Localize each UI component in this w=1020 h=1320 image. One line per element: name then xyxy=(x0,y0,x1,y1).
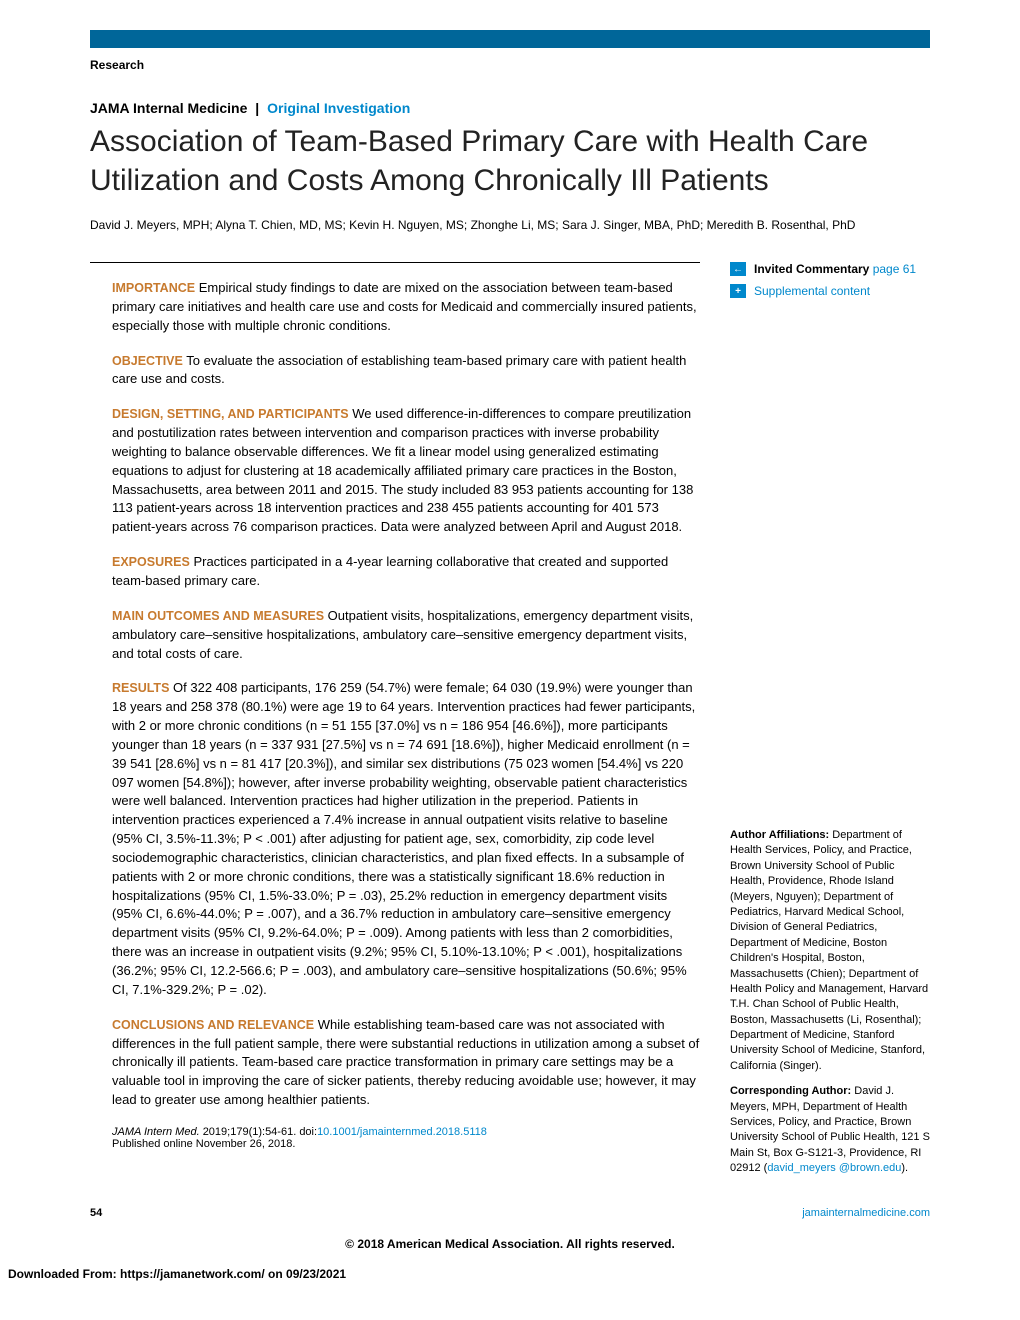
design-label: DESIGN, SETTING, AND PARTICIPANTS xyxy=(112,407,349,421)
design-text: We used difference-in-differences to com… xyxy=(112,406,693,534)
commentary-label: Invited Commentary xyxy=(754,262,869,276)
corresponding-suffix: ). xyxy=(901,1162,908,1174)
outcomes-section: MAIN OUTCOMES AND MEASURES Outpatient vi… xyxy=(112,607,700,664)
design-section: DESIGN, SETTING, AND PARTICIPANTS We use… xyxy=(112,405,700,537)
citation: JAMA Intern Med. 2019;179(1):54-61. doi:… xyxy=(112,1126,700,1138)
importance-label: IMPORTANCE xyxy=(112,281,195,295)
exposures-section: EXPOSURES Practices participated in a 4-… xyxy=(112,553,700,591)
site-link[interactable]: jamainternalmedicine.com xyxy=(802,1207,930,1219)
copyright: © 2018 American Medical Association. All… xyxy=(0,1219,1020,1261)
commentary-page: page 61 xyxy=(873,262,916,276)
importance-section: IMPORTANCE Empirical study findings to d… xyxy=(112,279,700,336)
arrow-left-icon: ← xyxy=(730,262,746,276)
objective-section: OBJECTIVE To evaluate the association of… xyxy=(112,352,700,390)
results-text: Of 322 408 participants, 176 259 (54.7%)… xyxy=(112,680,695,997)
journal-name: JAMA Internal Medicine xyxy=(90,100,247,116)
divider: | xyxy=(255,100,259,116)
commentary-link[interactable]: ← Invited Commentary page 61 xyxy=(730,262,930,276)
research-label: Research xyxy=(90,58,930,72)
article-type: Original Investigation xyxy=(267,100,410,116)
published-online: Published online November 26, 2018. xyxy=(112,1138,700,1150)
page-number: 54 xyxy=(90,1207,102,1219)
corresponding-text: David J. Meyers, MPH, Department of Heal… xyxy=(730,1085,930,1174)
doi-link[interactable]: 10.1001/jamainternmed.2018.5118 xyxy=(317,1126,487,1138)
results-section: RESULTS Of 322 408 participants, 176 259… xyxy=(112,679,700,999)
conclusions-label: CONCLUSIONS AND RELEVANCE xyxy=(112,1018,314,1032)
header-bar xyxy=(90,30,930,48)
author-affiliations: Author Affiliations: Department of Healt… xyxy=(730,828,930,1074)
author-email-link[interactable]: david_meyers @brown.edu xyxy=(767,1162,901,1174)
article-title: Association of Team-Based Primary Care w… xyxy=(90,122,930,200)
results-label: RESULTS xyxy=(112,681,169,695)
affiliations-text: Department of Health Services, Policy, a… xyxy=(730,829,928,1072)
citation-prefix: JAMA Intern Med. xyxy=(112,1126,203,1138)
exposures-label: EXPOSURES xyxy=(112,555,190,569)
plus-icon: + xyxy=(730,284,746,298)
authors: David J. Meyers, MPH; Alyna T. Chien, MD… xyxy=(90,218,930,232)
corresponding-label: Corresponding Author: xyxy=(730,1085,851,1097)
objective-text: To evaluate the association of establish… xyxy=(112,353,686,387)
objective-label: OBJECTIVE xyxy=(112,354,183,368)
download-info: Downloaded From: https://jamanetwork.com… xyxy=(0,1261,1020,1301)
outcomes-label: MAIN OUTCOMES AND MEASURES xyxy=(112,609,324,623)
exposures-text: Practices participated in a 4-year learn… xyxy=(112,554,668,588)
affiliations-label: Author Affiliations: xyxy=(730,829,829,841)
footer-row: 54 jamainternalmedicine.com xyxy=(0,1207,1020,1219)
corresponding-author: Corresponding Author: David J. Meyers, M… xyxy=(730,1084,930,1176)
journal-line: JAMA Internal Medicine | Original Invest… xyxy=(90,100,930,116)
supplemental-link[interactable]: + Supplemental content xyxy=(730,284,930,298)
sidebar-column: ← Invited Commentary page 61 + Supplemen… xyxy=(730,262,930,1187)
importance-text: Empirical study findings to date are mix… xyxy=(112,280,697,333)
conclusions-section: CONCLUSIONS AND RELEVANCE While establis… xyxy=(112,1016,700,1110)
abstract-column: IMPORTANCE Empirical study findings to d… xyxy=(90,262,700,1187)
supplemental-label: Supplemental content xyxy=(754,284,870,298)
citation-ref: 2019;179(1):54-61. doi: xyxy=(203,1126,317,1138)
